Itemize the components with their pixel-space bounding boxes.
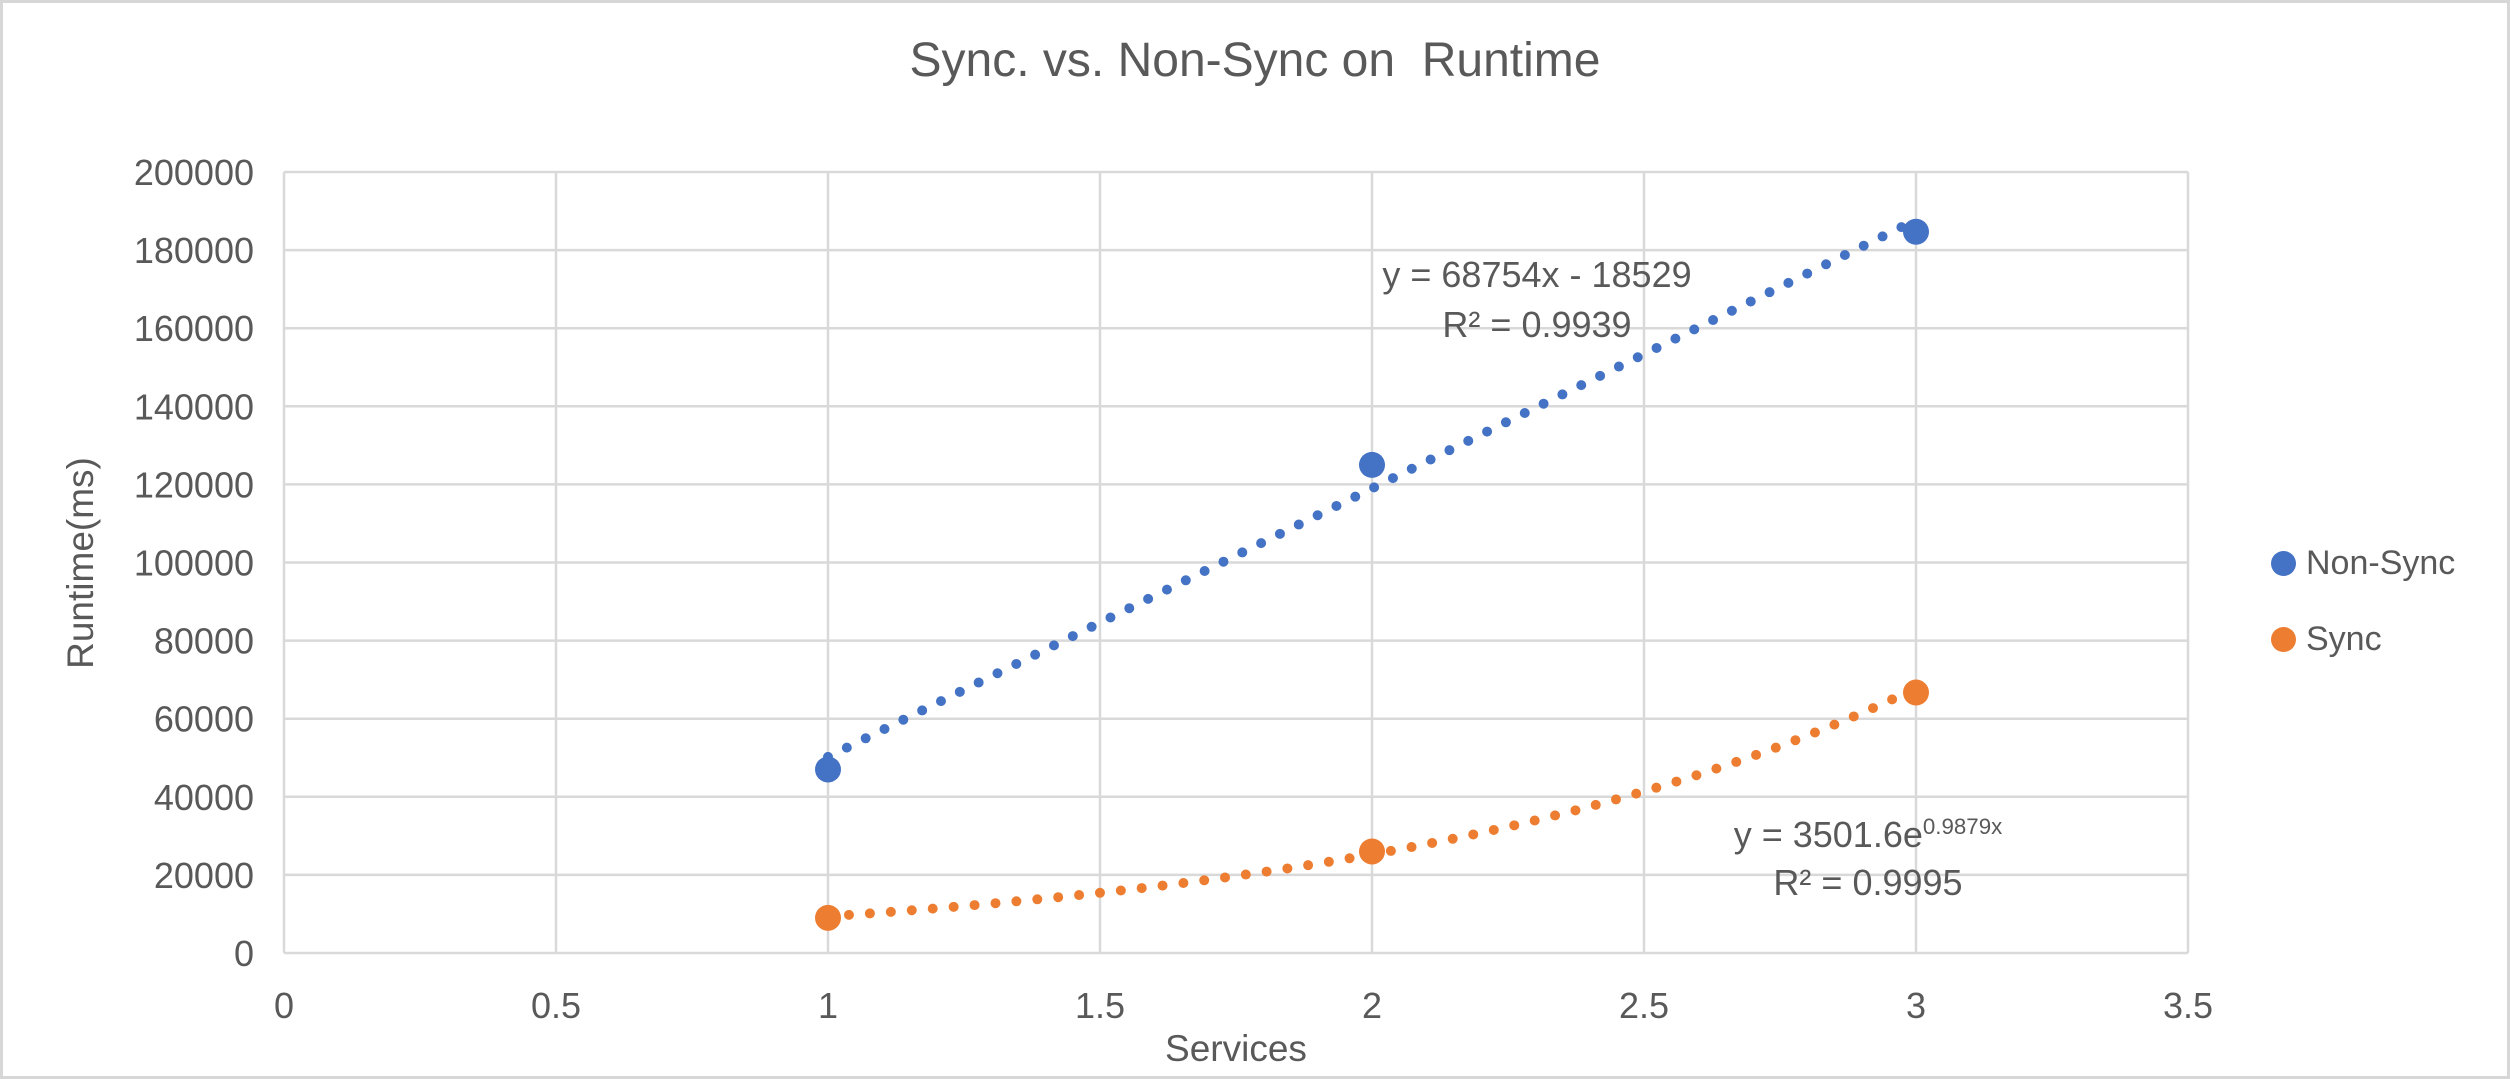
svg-text:2.5: 2.5 [1619, 985, 1669, 1026]
y-axis-tick-labels: 0 20000 40000 60000 80000 100000 120000 140000 1… [134, 152, 254, 974]
svg-text:140000: 140000 [134, 386, 254, 427]
legend: Non-Sync Sync [2271, 543, 2455, 659]
svg-text:0: 0 [274, 985, 294, 1026]
plot-area: 0 20000 40000 60000 80000 100000 120000 140000 1… [134, 152, 2213, 1026]
svg-text:180000: 180000 [134, 230, 254, 271]
svg-text:1.5: 1.5 [1075, 985, 1125, 1026]
trendline-equation-sync: y = 3501.6e0.9879x R² = 0.9995 [1734, 803, 2003, 907]
legend-item-sync: Sync [2271, 619, 2455, 659]
equation-text: y = 68754x - 18529 [1382, 254, 1692, 295]
r-squared-text: R² = 0.9995 [1773, 862, 1963, 903]
legend-label: Non-Sync [2306, 543, 2456, 582]
sync-marker-icon [2271, 626, 2296, 652]
legend-label: Sync [2306, 619, 2382, 658]
svg-text:120000: 120000 [134, 464, 254, 505]
x-axis-tick-labels: 0 0.5 1 1.5 2 2.5 3 3.5 [274, 985, 2213, 1026]
series-points-non-sync [815, 218, 1929, 783]
trendline-non-sync [823, 214, 1921, 762]
svg-text:80000: 80000 [154, 621, 254, 662]
y-axis-title: Runtime(ms) [60, 457, 101, 669]
svg-text:20000: 20000 [154, 855, 254, 896]
equation-exponent: 0.9879x [1922, 814, 2003, 839]
svg-text:3: 3 [1906, 985, 1926, 1026]
legend-item-non-sync: Non-Sync [2271, 543, 2455, 583]
svg-text:40000: 40000 [154, 777, 254, 818]
svg-text:160000: 160000 [134, 308, 254, 349]
equation-text: y = 3501.6e0.9879x [1733, 814, 2003, 855]
trendline-equation-nonsync: y = 68754x - 18529 R² = 0.9939 [1382, 250, 1691, 350]
svg-text:100000: 100000 [134, 543, 254, 584]
svg-text:60000: 60000 [154, 699, 254, 740]
svg-text:2: 2 [1362, 985, 1382, 1026]
svg-text:200000: 200000 [134, 152, 254, 193]
series-points-sync [815, 679, 1929, 931]
svg-text:0: 0 [234, 933, 254, 974]
x-axis-title: Services [1165, 1028, 1307, 1069]
svg-text:1: 1 [818, 985, 838, 1026]
non-sync-marker-icon [2271, 550, 2296, 576]
svg-text:3.5: 3.5 [2163, 985, 2213, 1026]
r-squared-text: R² = 0.9939 [1442, 304, 1632, 345]
svg-text:0.5: 0.5 [531, 985, 581, 1026]
chart-title: Sync. vs. Non-Sync on Runtime [909, 34, 1601, 87]
gridlines [282, 170, 2190, 955]
